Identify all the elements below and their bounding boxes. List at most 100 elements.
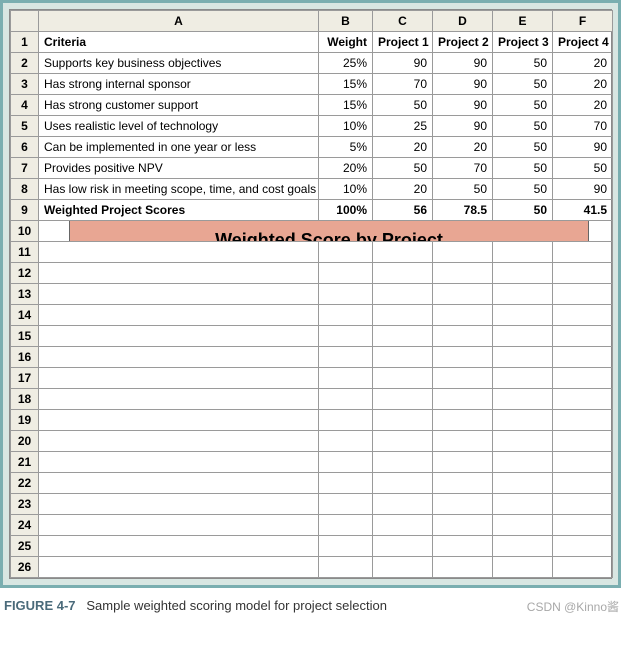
empty-cell[interactable] <box>433 389 493 410</box>
row-number[interactable]: 16 <box>11 347 39 368</box>
empty-cell[interactable] <box>553 557 613 578</box>
value-cell[interactable]: 20 <box>433 137 493 158</box>
empty-cell[interactable] <box>319 242 373 263</box>
empty-cell[interactable] <box>373 305 433 326</box>
empty-cell[interactable] <box>319 452 373 473</box>
col-header-B[interactable]: B <box>319 11 373 32</box>
row-number[interactable]: 1 <box>11 32 39 53</box>
row-number[interactable]: 9 <box>11 200 39 221</box>
empty-cell[interactable] <box>319 515 373 536</box>
empty-cell[interactable] <box>319 305 373 326</box>
row-number[interactable]: 15 <box>11 326 39 347</box>
weight-cell[interactable]: 10% <box>319 116 373 137</box>
empty-cell[interactable] <box>373 410 433 431</box>
empty-cell[interactable] <box>433 305 493 326</box>
criteria-cell[interactable]: Has strong customer support <box>39 95 319 116</box>
empty-cell[interactable] <box>493 326 553 347</box>
empty-cell[interactable] <box>493 452 553 473</box>
row-number[interactable]: 24 <box>11 515 39 536</box>
value-cell[interactable]: 20 <box>553 53 613 74</box>
empty-cell[interactable] <box>553 473 613 494</box>
row-number[interactable]: 25 <box>11 536 39 557</box>
empty-cell[interactable] <box>433 263 493 284</box>
empty-cell[interactable] <box>373 557 433 578</box>
criteria-cell[interactable]: Has low risk in meeting scope, time, and… <box>39 179 319 200</box>
empty-cell[interactable] <box>39 494 319 515</box>
totals-label[interactable]: Weighted Project Scores <box>39 200 319 221</box>
row-number[interactable]: 14 <box>11 305 39 326</box>
empty-cell[interactable] <box>373 494 433 515</box>
empty-cell[interactable] <box>553 410 613 431</box>
empty-cell[interactable] <box>553 431 613 452</box>
empty-cell[interactable] <box>39 536 319 557</box>
value-cell[interactable]: 20 <box>553 74 613 95</box>
weight-header[interactable]: Weight <box>319 32 373 53</box>
value-cell[interactable]: 50 <box>493 116 553 137</box>
value-cell[interactable]: 50 <box>373 95 433 116</box>
empty-cell[interactable] <box>433 347 493 368</box>
weight-cell[interactable]: 20% <box>319 158 373 179</box>
empty-cell[interactable] <box>493 473 553 494</box>
empty-cell[interactable] <box>319 410 373 431</box>
weight-cell[interactable]: 25% <box>319 53 373 74</box>
row-number[interactable]: 11 <box>11 242 39 263</box>
empty-cell[interactable] <box>39 389 319 410</box>
row-number[interactable]: 23 <box>11 494 39 515</box>
empty-cell[interactable] <box>553 284 613 305</box>
value-cell[interactable]: 70 <box>433 158 493 179</box>
empty-cell[interactable] <box>553 452 613 473</box>
empty-cell[interactable] <box>493 347 553 368</box>
row-number[interactable]: 6 <box>11 137 39 158</box>
criteria-cell[interactable]: Uses realistic level of technology <box>39 116 319 137</box>
col-header-E[interactable]: E <box>493 11 553 32</box>
empty-cell[interactable] <box>39 347 319 368</box>
empty-cell[interactable] <box>319 263 373 284</box>
empty-cell[interactable] <box>373 452 433 473</box>
empty-cell[interactable] <box>493 389 553 410</box>
criteria-cell[interactable]: Supports key business objectives <box>39 53 319 74</box>
empty-cell[interactable] <box>373 473 433 494</box>
empty-cell[interactable] <box>319 326 373 347</box>
value-cell[interactable]: 25 <box>373 116 433 137</box>
empty-cell[interactable] <box>493 368 553 389</box>
empty-cell[interactable] <box>433 494 493 515</box>
empty-cell[interactable] <box>373 347 433 368</box>
totals-p1[interactable]: 56 <box>373 200 433 221</box>
empty-cell[interactable] <box>319 389 373 410</box>
value-cell[interactable]: 50 <box>493 158 553 179</box>
empty-cell[interactable] <box>553 536 613 557</box>
totals-p3[interactable]: 50 <box>493 200 553 221</box>
value-cell[interactable]: 90 <box>433 95 493 116</box>
empty-cell[interactable] <box>433 431 493 452</box>
criteria-header[interactable]: Criteria <box>39 32 319 53</box>
empty-cell[interactable] <box>553 515 613 536</box>
row-number[interactable]: 20 <box>11 431 39 452</box>
value-cell[interactable]: 50 <box>493 74 553 95</box>
value-cell[interactable]: 90 <box>373 53 433 74</box>
empty-cell[interactable] <box>553 242 613 263</box>
row-number[interactable]: 2 <box>11 53 39 74</box>
value-cell[interactable]: 90 <box>553 179 613 200</box>
empty-cell[interactable] <box>493 284 553 305</box>
empty-cell[interactable] <box>433 368 493 389</box>
empty-cell[interactable] <box>433 410 493 431</box>
empty-cell[interactable] <box>553 389 613 410</box>
empty-cell[interactable] <box>373 389 433 410</box>
value-cell[interactable]: 20 <box>373 137 433 158</box>
empty-cell[interactable] <box>39 452 319 473</box>
row-number[interactable]: 21 <box>11 452 39 473</box>
criteria-cell[interactable]: Can be implemented in one year or less <box>39 137 319 158</box>
empty-cell[interactable] <box>373 515 433 536</box>
row-number[interactable]: 10 <box>11 221 39 242</box>
empty-cell[interactable] <box>39 368 319 389</box>
empty-cell[interactable] <box>319 347 373 368</box>
row-number[interactable]: 12 <box>11 263 39 284</box>
value-cell[interactable]: 90 <box>433 116 493 137</box>
row-number[interactable]: 26 <box>11 557 39 578</box>
empty-cell[interactable] <box>553 347 613 368</box>
chart-panel[interactable]: Weighted Score by Project020406080100Pro… <box>69 221 589 242</box>
value-cell[interactable]: 70 <box>553 116 613 137</box>
p4-header[interactable]: Project 4 <box>553 32 613 53</box>
value-cell[interactable]: 50 <box>373 158 433 179</box>
row-number[interactable]: 22 <box>11 473 39 494</box>
